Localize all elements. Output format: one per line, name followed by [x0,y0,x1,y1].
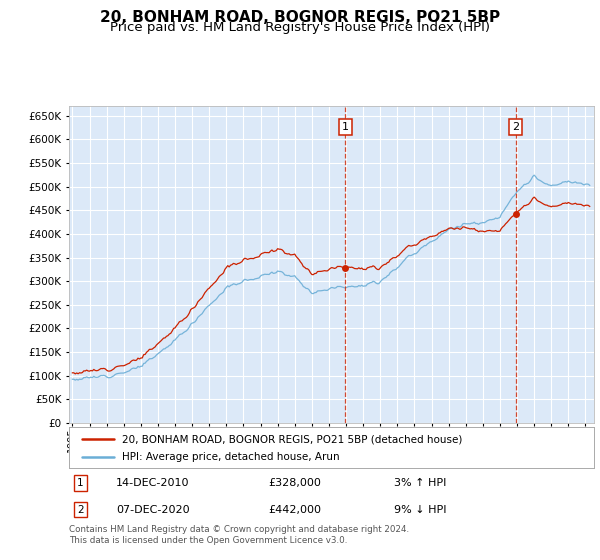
Text: 1: 1 [77,478,84,488]
Text: 3% ↑ HPI: 3% ↑ HPI [395,478,447,488]
Text: 2: 2 [512,122,519,132]
Text: £328,000: £328,000 [269,478,322,488]
Text: £442,000: £442,000 [269,505,322,515]
Text: 14-DEC-2010: 14-DEC-2010 [116,478,190,488]
Text: 07-DEC-2020: 07-DEC-2020 [116,505,190,515]
Text: HPI: Average price, detached house, Arun: HPI: Average price, detached house, Arun [121,452,339,462]
Text: 20, BONHAM ROAD, BOGNOR REGIS, PO21 5BP (detached house): 20, BONHAM ROAD, BOGNOR REGIS, PO21 5BP … [121,435,462,445]
Text: 20, BONHAM ROAD, BOGNOR REGIS, PO21 5BP: 20, BONHAM ROAD, BOGNOR REGIS, PO21 5BP [100,10,500,25]
Text: 1: 1 [342,122,349,132]
Text: Contains HM Land Registry data © Crown copyright and database right 2024.
This d: Contains HM Land Registry data © Crown c… [69,525,409,545]
Text: 2: 2 [77,505,84,515]
Text: 9% ↓ HPI: 9% ↓ HPI [395,505,447,515]
Text: Price paid vs. HM Land Registry's House Price Index (HPI): Price paid vs. HM Land Registry's House … [110,21,490,34]
